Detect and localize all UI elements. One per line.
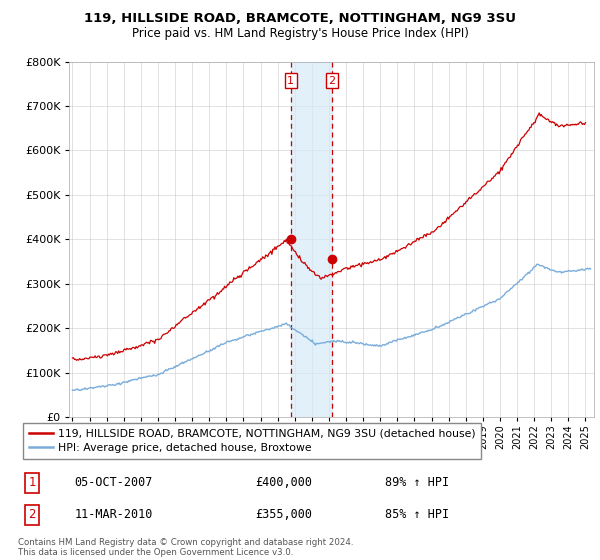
Text: 05-OCT-2007: 05-OCT-2007 <box>74 477 153 489</box>
Text: 11-MAR-2010: 11-MAR-2010 <box>74 508 153 521</box>
Text: 2: 2 <box>28 508 36 521</box>
Text: Contains HM Land Registry data © Crown copyright and database right 2024.
This d: Contains HM Land Registry data © Crown c… <box>18 538 353 557</box>
Bar <box>290 62 332 417</box>
Text: £400,000: £400,000 <box>255 477 312 489</box>
Legend: 119, HILLSIDE ROAD, BRAMCOTE, NOTTINGHAM, NG9 3SU (detached house), HPI: Average: 119, HILLSIDE ROAD, BRAMCOTE, NOTTINGHAM… <box>23 423 481 459</box>
Text: 119, HILLSIDE ROAD, BRAMCOTE, NOTTINGHAM, NG9 3SU: 119, HILLSIDE ROAD, BRAMCOTE, NOTTINGHAM… <box>84 12 516 25</box>
Text: Price paid vs. HM Land Registry's House Price Index (HPI): Price paid vs. HM Land Registry's House … <box>131 27 469 40</box>
Text: 2: 2 <box>329 76 336 86</box>
Text: 89% ↑ HPI: 89% ↑ HPI <box>385 477 449 489</box>
Text: 85% ↑ HPI: 85% ↑ HPI <box>385 508 449 521</box>
Text: £355,000: £355,000 <box>255 508 312 521</box>
Text: 1: 1 <box>28 477 36 489</box>
Text: 1: 1 <box>287 76 294 86</box>
